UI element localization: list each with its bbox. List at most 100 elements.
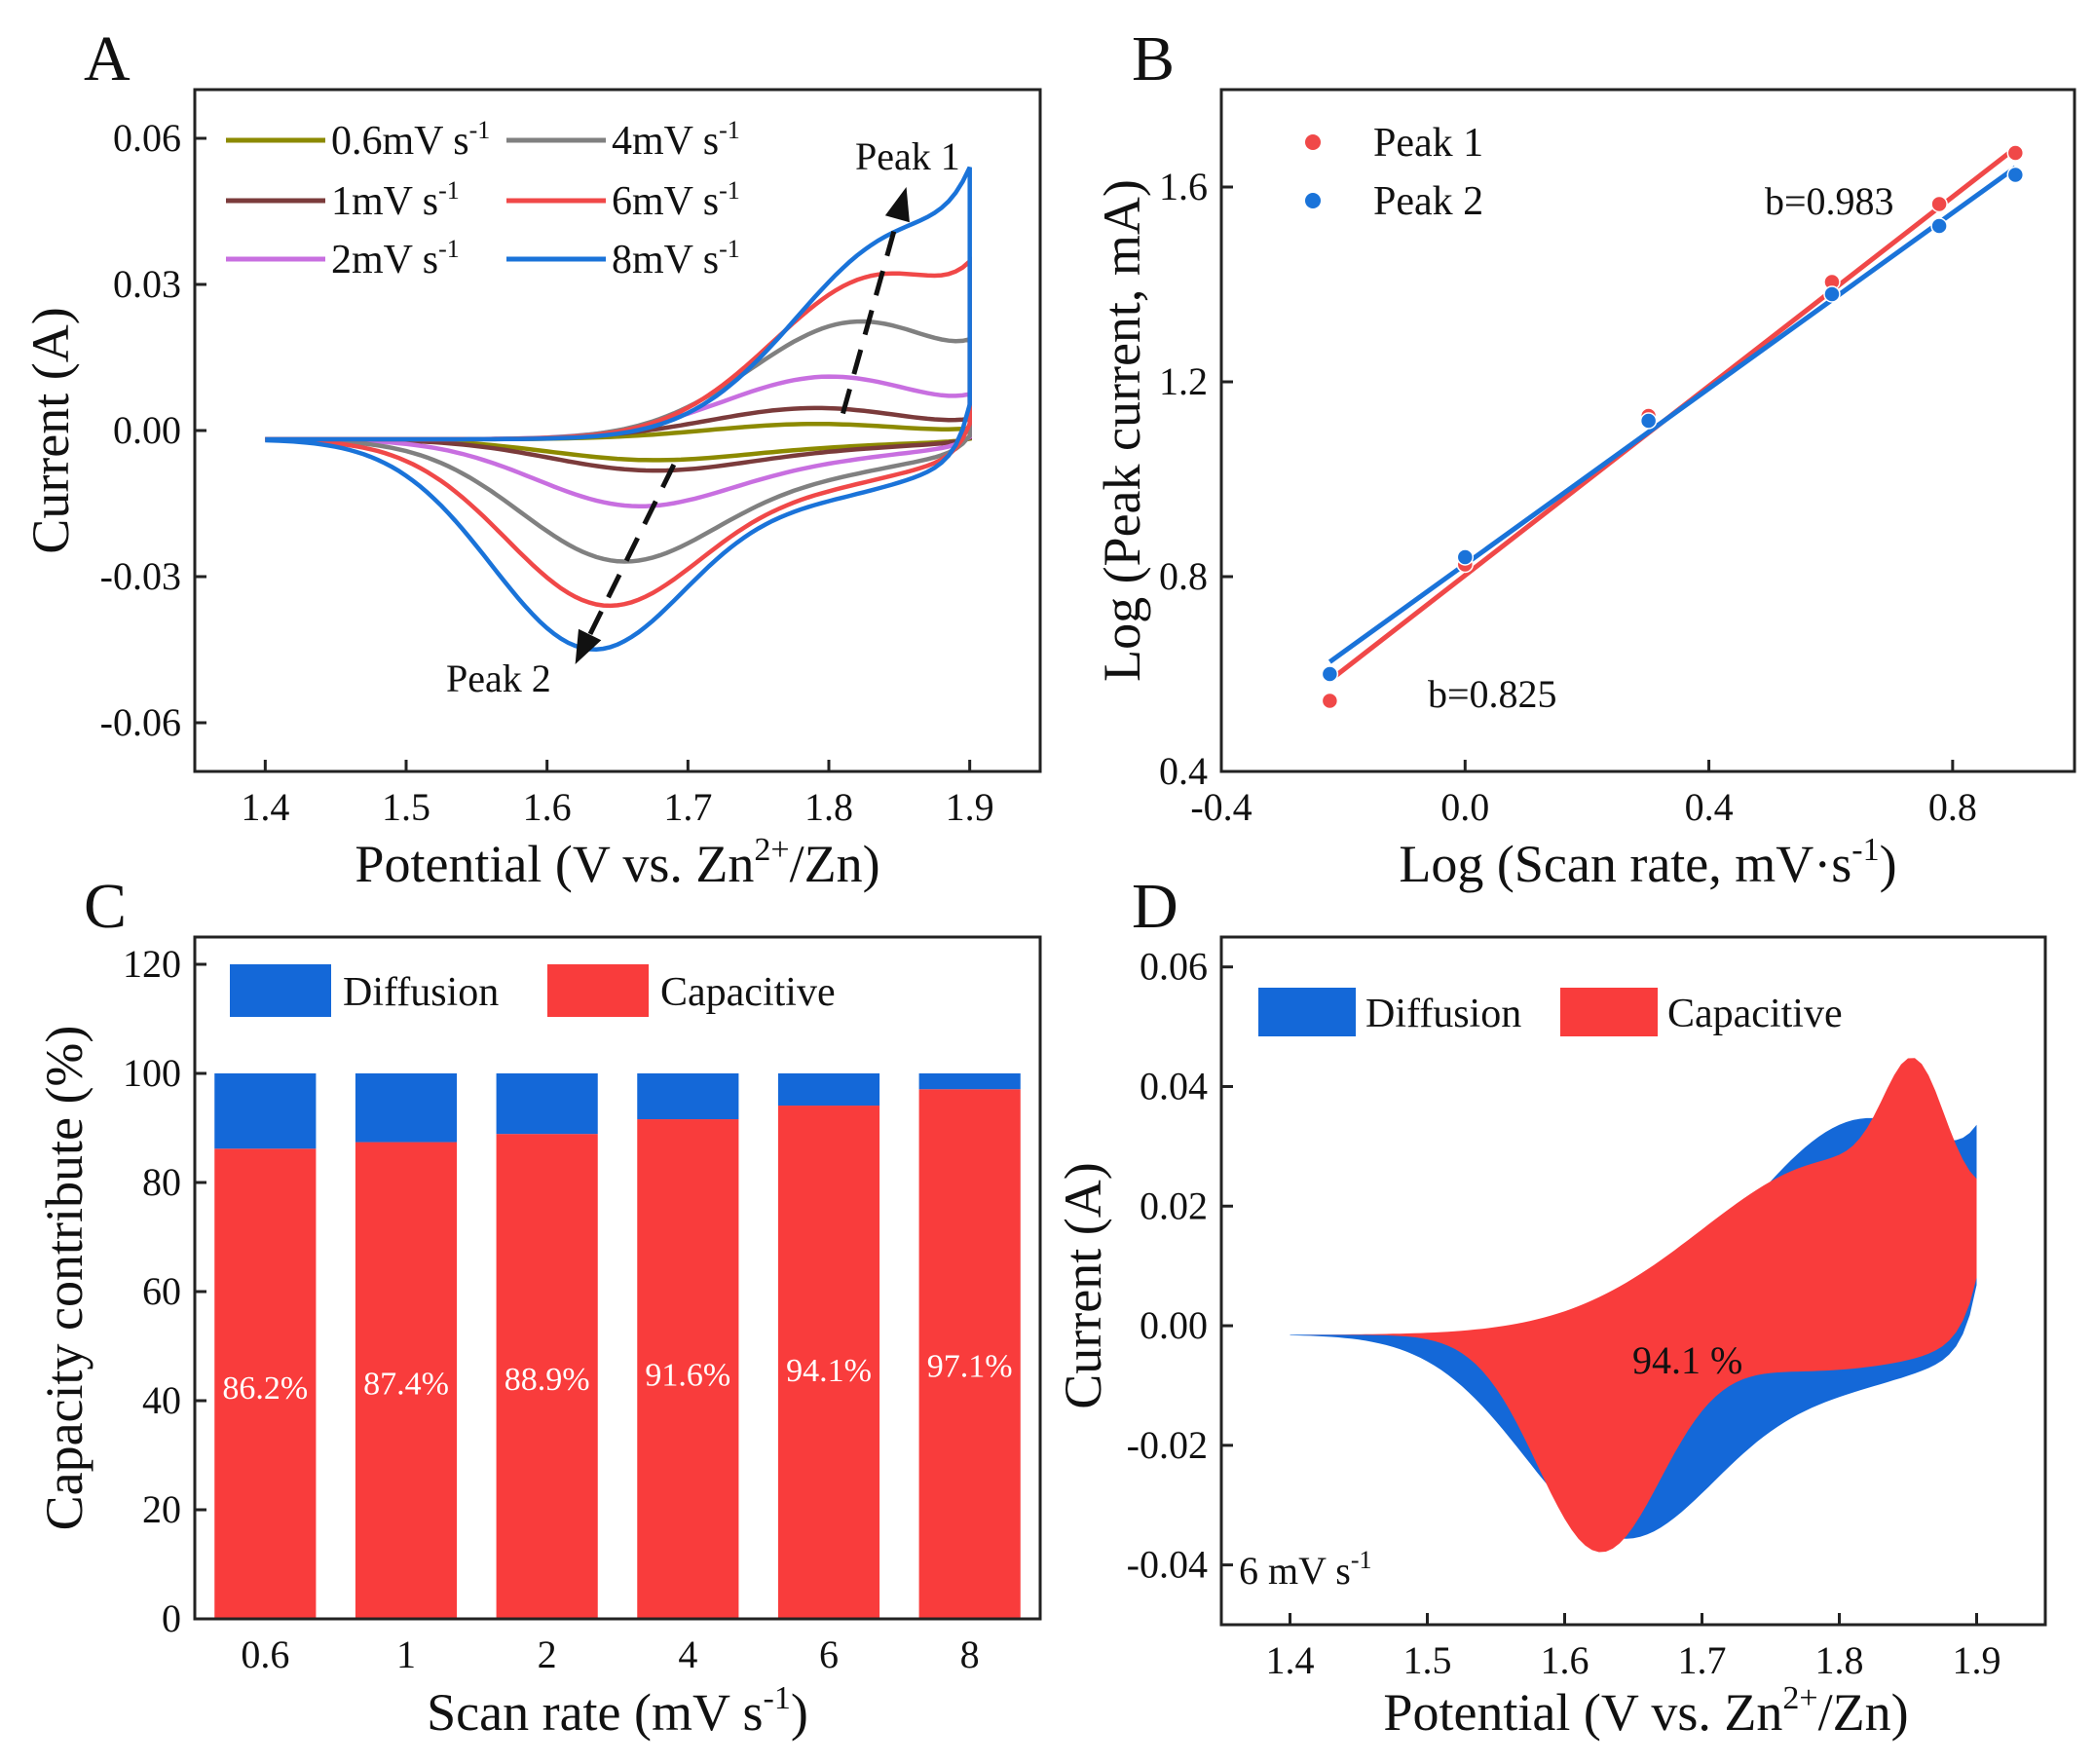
panel-d-ytick-label: -0.04: [1127, 1543, 1208, 1587]
data-point-peak2: [1456, 548, 1475, 566]
data-point-peak2: [2006, 166, 2025, 184]
panel-c-ytick-label: 80: [142, 1160, 181, 1204]
panel-c-xtick-label: 4: [678, 1633, 697, 1676]
legend-label-8: 8mV s-1: [612, 235, 740, 282]
legend-label-diffusion: Diffusion: [343, 970, 499, 1015]
legend-marker-peak1: [1305, 134, 1321, 150]
panel-b-ytick-label: 0.4: [1159, 749, 1208, 793]
data-point-peak1: [2006, 144, 2025, 162]
panel-d-xlabel: Potential (V vs. Zn2+/Zn): [1383, 1680, 1908, 1742]
legend-swatch-diffusion: [230, 964, 331, 1017]
panel-d-frame: [1219, 935, 2047, 1627]
panel-b-xtick-label: 0.8: [1928, 785, 1977, 829]
panel-d-xtick-label: 1.4: [1266, 1638, 1315, 1682]
legend-label-4: 4mV s-1: [612, 116, 740, 164]
panel-a-ticks: 1.4 1.5 1.6 1.7 1.8 1.9 -0.06 -0.03 0.00 0.03 0.06: [100, 116, 994, 829]
bar-capacitive: [496, 1134, 598, 1619]
panel-b-xtick-label: 0.4: [1685, 785, 1734, 829]
panel-b-xlabel: Log (Scan rate, mV·s-1): [1399, 832, 1896, 893]
legend-label-1: 1mV s-1: [331, 176, 460, 224]
panel-a: A 1.4 1.5 1.6 1.7 1.8 1.9 -0.06 -0.03 0.00 0.03 0.…: [21, 23, 1042, 893]
panel-a-xtick-label: 1.4: [241, 785, 289, 829]
legend-label-capacitive-d: Capacitive: [1667, 992, 1843, 1036]
cv-curve-81mv: [265, 166, 972, 652]
panel-c-xtick-label: 0.6: [241, 1633, 289, 1676]
fit-line-peak2: [1327, 165, 2017, 664]
data-point-peak1: [1930, 195, 1948, 213]
panel-c-ytick-label: 100: [123, 1051, 181, 1095]
capacitive-area: [1290, 1058, 1977, 1553]
peak1-label: Peak 1: [855, 134, 960, 178]
panel-a-ytick-label: 0.03: [113, 262, 181, 306]
panel-c-xtick-label: 2: [538, 1633, 557, 1676]
panel-a-xtick-label: 1.8: [804, 785, 853, 829]
panel-b-ylabel: Log (Peak current, mA): [1093, 179, 1151, 682]
bar-data-label: 91.6%: [645, 1358, 730, 1394]
legend-label-peak1: Peak 1: [1373, 121, 1483, 166]
bar-data-label: 86.2%: [222, 1370, 308, 1407]
panel-c-xtick-label: 8: [960, 1633, 980, 1676]
legend-label-peak2: Peak 2: [1373, 179, 1483, 224]
peak2-label: Peak 2: [446, 657, 551, 700]
bar-data-label: 88.9%: [505, 1362, 590, 1398]
panel-b-ytick-label: 1.6: [1159, 165, 1208, 208]
panel-c-bars: 86.2% 87.4% 88.9% 91.6% 94.1% 97.1%: [214, 1073, 1021, 1619]
panel-label-d: D: [1132, 871, 1178, 942]
panel-label-b: B: [1132, 23, 1175, 94]
panel-a-legend: 0.6mV s-1 1mV s-1 2mV s-1 4mV s-1 6mV s-…: [226, 116, 740, 282]
legend-label-diffusion-d: Diffusion: [1365, 992, 1521, 1036]
panel-d-ticks: 1.4 1.5 1.6 1.7 1.8 1.9 -0.04 -0.02 0.00 0.02 0.04…: [1127, 945, 2001, 1682]
bar-diffusion: [777, 1073, 880, 1107]
panel-d-ylabel: Current (A): [1054, 1162, 1112, 1408]
legend-label-0-6: 0.6mV s-1: [331, 116, 490, 164]
bar-capacitive: [355, 1142, 458, 1619]
data-point-peak1: [1321, 692, 1339, 710]
panel-c: C 0 20 40 60 80 100 120 0.6 1 2 4 6 8 86.2% 87.4% 88.9…: [35, 871, 1042, 1742]
panel-c-ytick-label: 60: [142, 1269, 181, 1313]
d-percent-label: 94.1 %: [1632, 1338, 1742, 1382]
panel-d-xtick-label: 1.7: [1678, 1638, 1727, 1682]
panel-a-xtick-label: 1.7: [663, 785, 712, 829]
bar-diffusion: [355, 1073, 458, 1143]
panel-c-ylabel: Capacity contribute (%): [35, 1026, 93, 1531]
panel-c-ytick-label: 120: [123, 942, 181, 986]
panel-b-xtick-label: 0.0: [1440, 785, 1489, 829]
panel-a-curves: [265, 166, 972, 652]
panel-c-frame: [193, 935, 1042, 1621]
panel-c-legend: Diffusion Capacitive: [230, 964, 836, 1017]
panel-b-ytick-label: 0.8: [1159, 554, 1208, 598]
panel-b: B -0.4 0.0 0.4 0.8 0.4 0.8 1.2 1.6 Peak 1 Peak …: [1093, 23, 2076, 893]
panel-d-xtick-label: 1.8: [1815, 1638, 1864, 1682]
panel-d-ytick-label: -0.02: [1127, 1423, 1208, 1467]
bar-capacitive: [214, 1148, 317, 1619]
panel-d-xtick-label: 1.6: [1541, 1638, 1589, 1682]
panel-c-ytick-label: 40: [142, 1378, 181, 1422]
legend-marker-peak2: [1305, 193, 1321, 208]
panel-b-frame: [1219, 88, 2076, 773]
panel-b-fit-lines: [1327, 146, 2017, 683]
data-point-peak2: [1321, 665, 1339, 683]
bar-capacitive: [777, 1106, 880, 1619]
panel-c-xlabel: Scan rate (mV s-1): [427, 1680, 808, 1742]
bar-capacitive: [918, 1089, 1021, 1619]
panel-a-xtick-label: 1.9: [946, 785, 994, 829]
peak1-arrow-head: [884, 187, 910, 223]
data-point-peak2: [1823, 285, 1841, 303]
bar-data-label: 87.4%: [363, 1367, 449, 1403]
panel-a-ylabel: Current (A): [21, 307, 80, 553]
panel-a-ytick-label: 0.06: [113, 116, 181, 160]
legend-label-6: 6mV s-1: [612, 176, 740, 224]
b-value-peak1: b=0.983: [1765, 179, 1894, 223]
peak2-arrow-head: [575, 628, 602, 664]
panel-label-a: A: [84, 23, 131, 94]
panel-b-points: [1321, 144, 2025, 710]
peak2-arrow-line: [587, 463, 677, 636]
panel-a-ytick-label: -0.03: [100, 554, 181, 598]
legend-swatch-capacitive: [547, 964, 649, 1017]
panel-b-legend: Peak 1 Peak 2: [1305, 121, 1483, 224]
panel-d-ytick-label: 0.06: [1140, 945, 1208, 989]
bar-diffusion: [918, 1073, 1021, 1090]
panel-label-c: C: [84, 871, 127, 942]
panel-d-xtick-label: 1.9: [1953, 1638, 2001, 1682]
